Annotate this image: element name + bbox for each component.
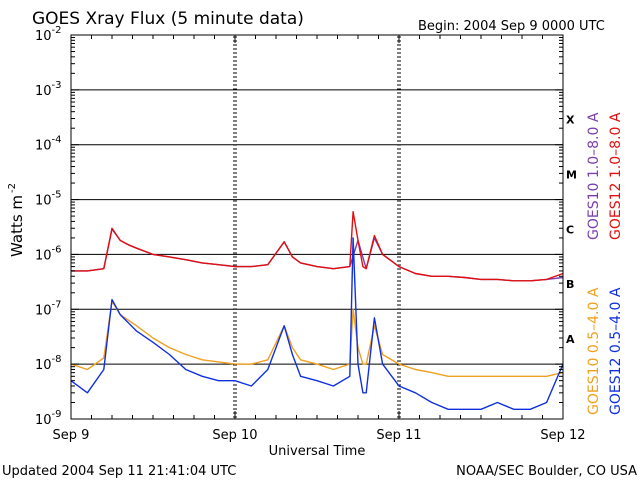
x-tick-label: Sep 12: [540, 428, 585, 443]
legend-entry-2: GOES10 0.5–4.0 A: [586, 287, 602, 415]
y-tick-label-exponent: -8: [52, 354, 62, 365]
y-tick-label-exponent: -5: [52, 190, 62, 201]
begin-label: Begin: 2004 Sep 9 0000 UTC: [418, 19, 605, 34]
y-tick-label-exponent: -3: [52, 80, 62, 91]
y-tick-label-exponent: -4: [52, 135, 62, 146]
y-tick-label-base: 10: [35, 303, 52, 318]
series-line-1: [71, 210, 564, 282]
y-tick-label: 10-3: [35, 80, 62, 99]
plot-frame: [70, 34, 564, 420]
flare-class-m: M: [566, 168, 577, 181]
x-tick-label: Sep 9: [53, 428, 90, 443]
flare-class-a: A: [566, 333, 575, 346]
y-tick-label-base: 10: [35, 248, 52, 263]
grid-layer: [71, 36, 563, 418]
series-layer: [70, 210, 564, 410]
tick-layer: [70, 35, 564, 420]
y-tick-label-base: 10: [35, 84, 52, 99]
legend-entry-0: GOES10 1.0–8.0 A: [586, 112, 602, 240]
flare-class-x: X: [566, 114, 575, 127]
legend-entry-1: GOES12 1.0–8.0 A: [608, 112, 624, 240]
footer-updated: Updated 2004 Sep 11 21:41:04 UTC: [2, 464, 236, 479]
y-tick-label: 10-8: [35, 354, 62, 373]
x-tick-label: Sep 11: [376, 428, 421, 443]
y-tick-label: 10-2: [35, 25, 62, 44]
chart-title: GOES Xray Flux (5 minute data): [32, 9, 304, 29]
series-line-0: [71, 228, 564, 282]
legend-entry-3: GOES12 0.5–4.0 A: [608, 287, 624, 415]
x-axis-label: Universal Time: [269, 444, 366, 459]
x-tick-label: Sep 10: [212, 428, 257, 443]
y-tick-label: 10-4: [35, 135, 62, 154]
series-line-3: [70, 237, 564, 410]
y-tick-label-exponent: -6: [52, 244, 62, 255]
y-tick-label: 10-6: [35, 244, 62, 263]
footer-credit: NOAA/SEC Boulder, CO USA: [456, 464, 637, 479]
y-tick-label-base: 10: [35, 29, 52, 44]
flare-class-c: C: [566, 223, 574, 236]
y-tick-label-base: 10: [35, 194, 52, 209]
y-tick-label-exponent: -7: [52, 299, 62, 310]
y-tick-label: 10-7: [35, 299, 62, 318]
y-tick-label: 10-9: [35, 409, 62, 428]
y-tick-label-base: 10: [35, 358, 52, 373]
series-line-2: [70, 300, 564, 377]
y-tick-label-exponent: -2: [52, 25, 62, 36]
y-tick-label-base: 10: [35, 413, 52, 428]
y-tick-label-base: 10: [35, 139, 52, 154]
y-tick-label: 10-5: [35, 190, 62, 209]
y-axis-label-exponent: -2: [7, 183, 18, 193]
y-axis-label-text: Watts m: [8, 195, 26, 257]
flare-class-b: B: [566, 278, 574, 291]
y-tick-label-exponent: -9: [52, 409, 62, 420]
y-axis-label: Watts m -2: [7, 183, 26, 257]
